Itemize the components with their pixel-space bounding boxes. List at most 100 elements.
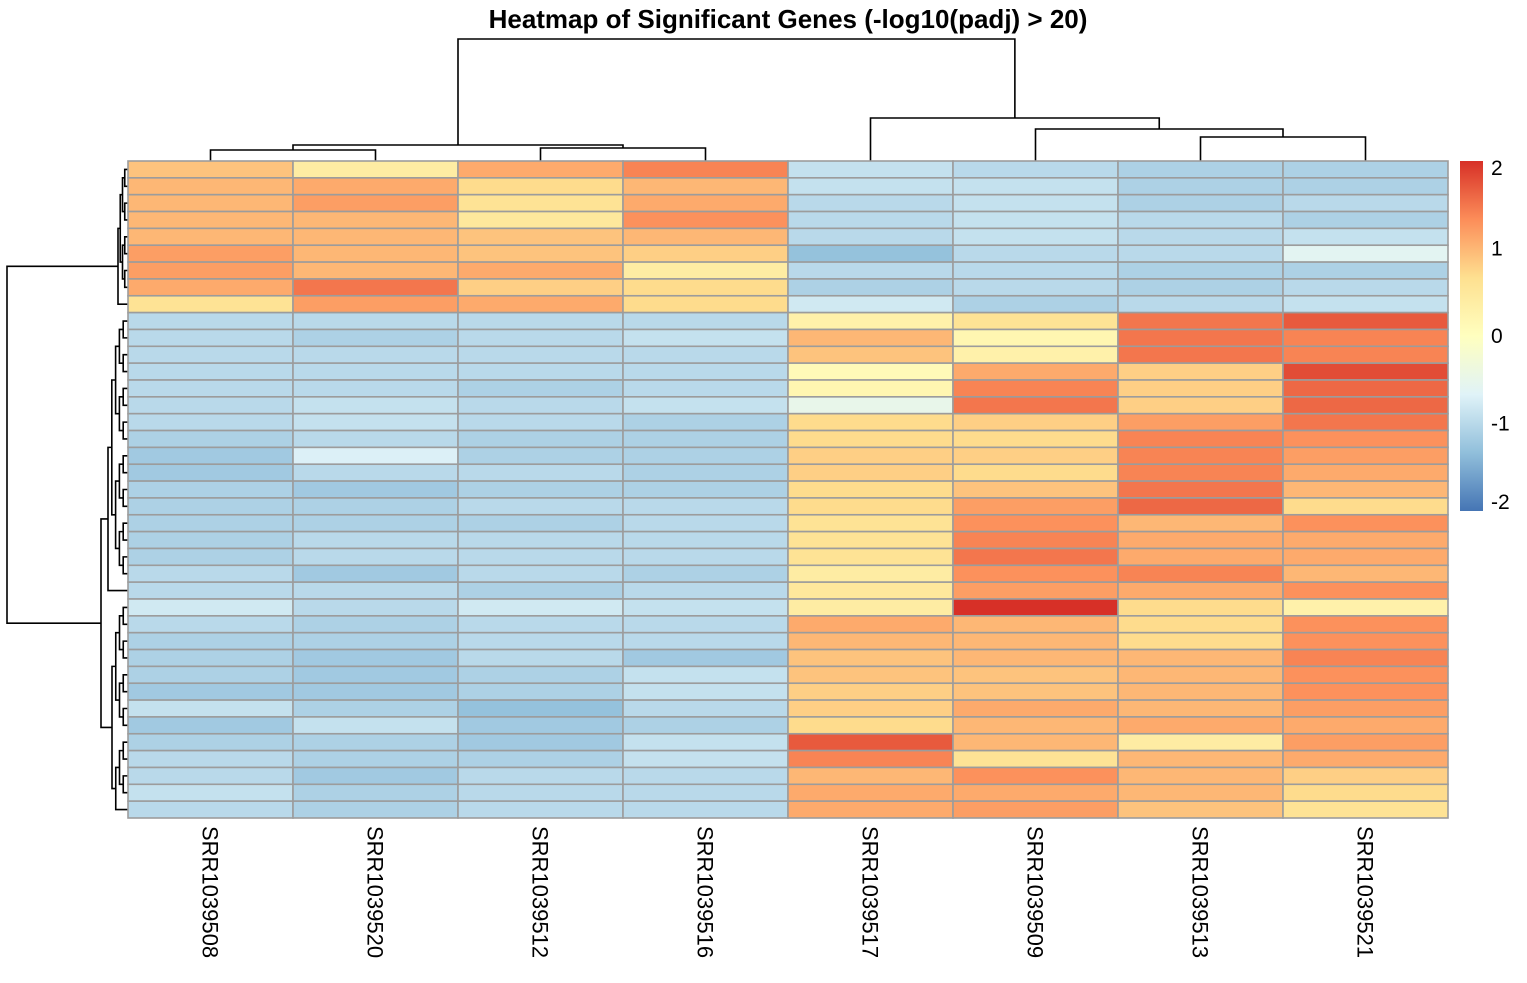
- heatmap-cell: [292, 732, 459, 752]
- heatmap-cell: [1117, 732, 1284, 752]
- heatmap-cell: [292, 530, 459, 550]
- heatmap-cell: [127, 682, 294, 701]
- heatmap-cell: [787, 396, 954, 415]
- heatmap-cell: [1117, 766, 1284, 786]
- legend-tick-label: -1: [1491, 413, 1510, 436]
- heatmap-cell: [292, 598, 459, 617]
- heatmap-cell: [457, 699, 624, 718]
- heatmap-cell: [1282, 261, 1449, 280]
- heatmap-cell: [622, 328, 789, 348]
- heatmap-cell: [457, 749, 624, 769]
- heatmap-cell: [1117, 160, 1284, 179]
- heatmap-cell: [127, 446, 294, 466]
- heatmap-cell: [127, 564, 294, 583]
- heatmap-cell: [622, 766, 789, 786]
- heatmap-cell: [1282, 564, 1449, 583]
- heatmap-cell: [292, 244, 459, 263]
- heatmap-cell: [787, 631, 954, 651]
- heatmap-cell: [292, 564, 459, 583]
- heatmap-cell: [457, 278, 624, 297]
- heatmap-cell: [292, 261, 459, 280]
- dendrogram-branch: [1199, 136, 1367, 161]
- heatmap-cell: [1117, 412, 1284, 432]
- heatmap-cell: [457, 598, 624, 617]
- heatmap-cell: [127, 732, 294, 752]
- heatmap-cell: [292, 177, 459, 196]
- heatmap-cell: [787, 783, 954, 802]
- heatmap-cell: [1117, 379, 1284, 398]
- heatmap-cell: [622, 581, 789, 600]
- heatmap-cell: [457, 766, 624, 786]
- heatmap-cell: [1117, 463, 1284, 482]
- dendrogram-branch: [209, 149, 377, 161]
- heatmap-cell: [787, 615, 954, 634]
- heatmap-cell: [457, 648, 624, 668]
- heatmap-cell: [952, 328, 1119, 348]
- heatmap-cell: [457, 665, 624, 685]
- heatmap-cell: [127, 547, 294, 567]
- heatmap-cell: [127, 160, 294, 179]
- heatmap-cell: [292, 311, 459, 331]
- heatmap-cell: [127, 379, 294, 398]
- heatmap-cell: [292, 513, 459, 533]
- heatmap-cell: [292, 345, 459, 364]
- heatmap-cell: [622, 547, 789, 567]
- heatmap-cell: [952, 412, 1119, 432]
- heatmap-cell: [1282, 446, 1449, 466]
- heatmap-cell: [952, 716, 1119, 735]
- heatmap-cell: [1117, 631, 1284, 651]
- heatmap-cell: [622, 345, 789, 364]
- heatmap-cell: [952, 598, 1119, 617]
- heatmap-cell: [622, 682, 789, 701]
- heatmap-cell: [787, 261, 954, 280]
- column-label: SRR1039509: [1023, 826, 1048, 958]
- heatmap-cell: [127, 227, 294, 247]
- heatmap-cell: [787, 699, 954, 718]
- legend-tick-label: 1: [1491, 238, 1503, 261]
- heatmap-cell: [292, 294, 459, 314]
- heatmap-cell: [952, 429, 1119, 449]
- heatmap-cell: [952, 244, 1119, 263]
- legend-tick-label: 2: [1491, 157, 1503, 180]
- heatmap-cell: [457, 261, 624, 280]
- column-label: SRR1039520: [363, 826, 388, 958]
- heatmap-cell: [457, 463, 624, 482]
- heatmap-cell: [1282, 766, 1449, 786]
- heatmap-cell: [1282, 732, 1449, 752]
- heatmap-cell: [457, 412, 624, 432]
- heatmap-cell: [127, 699, 294, 718]
- heatmap-cell: [1282, 345, 1449, 364]
- heatmap-cell: [952, 497, 1119, 516]
- heatmap-cell: [1117, 749, 1284, 769]
- heatmap-cell: [622, 631, 789, 651]
- heatmap-cell: [622, 749, 789, 769]
- heatmap-cell: [1282, 530, 1449, 550]
- heatmap-cell: [1117, 244, 1284, 263]
- heatmap-cell: [622, 362, 789, 381]
- heatmap-cell: [622, 278, 789, 297]
- heatmap-cell: [1117, 294, 1284, 314]
- heatmap-cell: [127, 261, 294, 280]
- heatmap-cell: [457, 530, 624, 550]
- heatmap-cell: [952, 699, 1119, 718]
- heatmap-cell: [952, 530, 1119, 550]
- heatmap-cell: [1117, 446, 1284, 466]
- heatmap-cell: [1117, 480, 1284, 499]
- dendrogram-branch: [457, 38, 1016, 145]
- heatmap-cell: [787, 564, 954, 583]
- heatmap-cell: [952, 177, 1119, 196]
- heatmap-cell: [787, 732, 954, 752]
- heatmap-cell: [952, 766, 1119, 786]
- heatmap-cell: [952, 564, 1119, 583]
- heatmap-cell: [292, 682, 459, 701]
- heatmap-cell: [1117, 396, 1284, 415]
- heatmap-cell: [127, 615, 294, 634]
- heatmap-cell: [292, 210, 459, 230]
- heatmap-cell: [787, 412, 954, 432]
- legend-color-bar: [1460, 161, 1483, 511]
- heatmap-cell: [787, 227, 954, 247]
- heatmap-cell: [622, 564, 789, 583]
- heatmap-cell: [787, 513, 954, 533]
- heatmap-cell: [622, 665, 789, 685]
- heatmap-cell: [952, 193, 1119, 213]
